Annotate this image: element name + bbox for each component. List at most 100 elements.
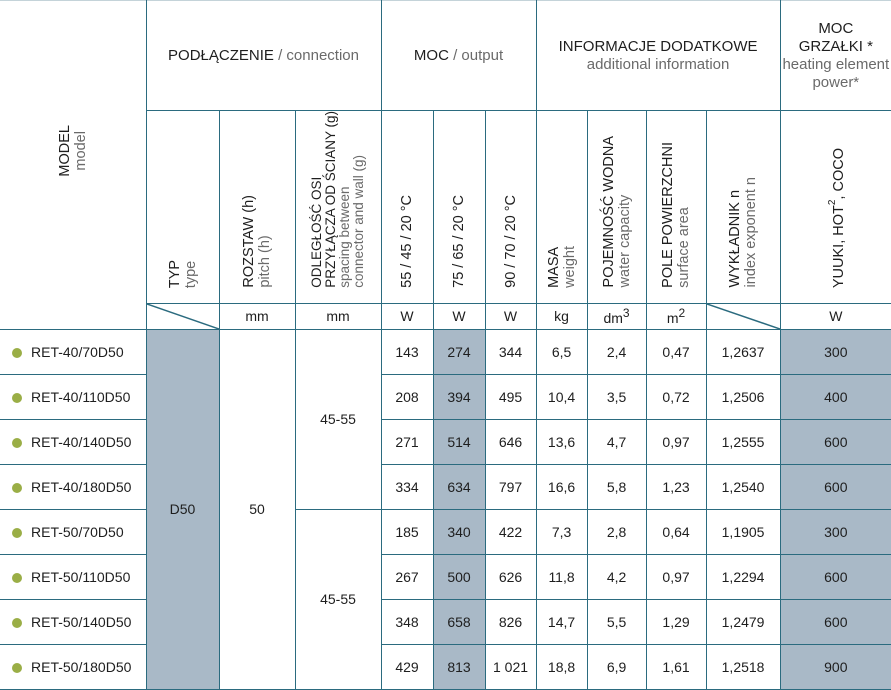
grzalka-cell: 900 xyxy=(779,643,891,690)
p90-cell: 495 xyxy=(484,373,537,420)
unit-odleglosc: mm xyxy=(294,302,382,330)
model-cell: RET-50/110D50 xyxy=(0,553,147,600)
p55-cell: 185 xyxy=(380,508,434,555)
p55-cell: 208 xyxy=(380,373,434,420)
pojemnosc-cell: 2,8 xyxy=(586,508,647,555)
pole-cell: 0,97 xyxy=(645,553,707,600)
p55-cell: 267 xyxy=(380,553,434,600)
bullet-icon xyxy=(12,662,22,673)
table-row: RET-40/110D50 208 394 495 10,4 3,5 0,72 1,2506 4… xyxy=(0,373,891,420)
header-model-pl: MODEL xyxy=(56,124,73,177)
pole-cell: 0,47 xyxy=(645,328,707,375)
header-model-en: model xyxy=(72,130,89,171)
col-pole: POLE POWIERZCHNI surface area xyxy=(645,110,707,304)
col-p55: 55 / 45 / 20 °C xyxy=(380,110,434,304)
typ-unit-diagonal xyxy=(145,302,220,330)
unit-pojemnosc: dm3 xyxy=(586,302,647,330)
col-wykladnik: WYKŁADNIK n index exponent n xyxy=(705,110,781,304)
pojemnosc-cell: 5,8 xyxy=(586,463,647,510)
masa-cell: 13,6 xyxy=(535,418,588,465)
table-row: RET-40/140D50 271 514 646 13,6 4,7 0,97 1,2555 6… xyxy=(0,418,891,465)
table-row: RET-40/70D50 D50 50 45-55 143 274 344 6,5 2,4 0,4… xyxy=(0,328,891,690)
unit-p90: W xyxy=(484,302,537,330)
masa-cell: 11,8 xyxy=(535,553,588,600)
grzalka-cell: 300 xyxy=(779,508,891,555)
pojemnosc-cell: 6,9 xyxy=(586,643,647,690)
odleglosc-cell: 45-55 xyxy=(294,508,382,690)
grzalka-cell: 600 xyxy=(779,463,891,510)
p55-cell: 271 xyxy=(380,418,434,465)
table-row: RET-50/70D50 45-55 185 340 422 7,3 2,8 0,64 1,19… xyxy=(0,508,891,690)
table-row: RET-50/140D50 348 658 826 14,7 5,5 1,29 1,2479 6… xyxy=(0,598,891,645)
col-odleglosc: ODLEGŁOŚĆ OSI PRZYŁĄCZA OD ŚCIANY (g) spac… xyxy=(294,110,382,304)
unit-p55: W xyxy=(380,302,434,330)
grzalka-cell: 600 xyxy=(779,553,891,600)
p75-cell: 514 xyxy=(432,418,486,465)
pole-cell: 0,72 xyxy=(645,373,707,420)
pojemnosc-cell: 5,5 xyxy=(586,598,647,645)
model-cell: RET-40/140D50 xyxy=(0,418,147,465)
bullet-icon xyxy=(12,347,22,358)
bullet-icon xyxy=(12,572,22,583)
p75-cell: 340 xyxy=(432,508,486,555)
rozstaw-cell: 50 xyxy=(218,328,296,690)
col-typ: TYP type xyxy=(145,110,220,304)
masa-cell: 16,6 xyxy=(535,463,588,510)
wykladnik-cell: 1,2294 xyxy=(705,553,781,600)
p90-cell: 826 xyxy=(484,598,537,645)
p75-cell: 274 xyxy=(432,328,486,375)
table-row: RET-50/110D50 267 500 626 11,8 4,2 0,97 1,2294 6… xyxy=(0,553,891,600)
odleglosc-cell: 45-55 xyxy=(294,328,382,510)
wykladnik-cell: 1,2479 xyxy=(705,598,781,645)
p90-cell: 344 xyxy=(484,328,537,375)
pole-cell: 1,61 xyxy=(645,643,707,690)
p90-cell: 1 021 xyxy=(484,643,537,690)
pole-cell: 1,29 xyxy=(645,598,707,645)
col-pojemnosc: POJEMNOŚĆ WODNA water capacity xyxy=(586,110,647,304)
col-p90: 90 / 70 / 20 °C xyxy=(484,110,537,304)
col-grzalka: YUUKI, HOT2, COCO xyxy=(779,110,891,304)
grzalka-cell: 400 xyxy=(779,373,891,420)
p90-cell: 422 xyxy=(484,508,537,555)
wykladnik-cell: 1,2506 xyxy=(705,373,781,420)
unit-rozstaw: mm xyxy=(218,302,296,330)
col-p75: 75 / 65 / 20 °C xyxy=(432,110,486,304)
masa-cell: 18,8 xyxy=(535,643,588,690)
table-row: RET-40/180D50 334 634 797 16,6 5,8 1,23 1,2540 6… xyxy=(0,463,891,510)
wykladnik-cell: 1,1905 xyxy=(705,508,781,555)
p55-cell: 429 xyxy=(380,643,434,690)
header-output: MOC / output xyxy=(380,0,537,111)
bullet-icon xyxy=(12,437,22,448)
p90-cell: 646 xyxy=(484,418,537,465)
p90-cell: 626 xyxy=(484,553,537,600)
typ-cell: D50 xyxy=(145,328,220,690)
model-cell: RET-50/140D50 xyxy=(0,598,147,645)
pole-cell: 0,64 xyxy=(645,508,707,555)
p75-cell: 813 xyxy=(432,643,486,690)
col-rozstaw: ROZSTAW (h) pitch (h) xyxy=(218,110,296,304)
unit-masa: kg xyxy=(535,302,588,330)
bullet-icon xyxy=(12,482,22,493)
table-row: RET-50/180D50 429 813 1 021 18,8 6,9 1,61 1,251… xyxy=(0,643,891,690)
model-cell: RET-40/180D50 xyxy=(0,463,147,510)
pole-cell: 0,97 xyxy=(645,418,707,465)
wykladnik-cell: 1,2555 xyxy=(705,418,781,465)
grzalka-cell: 300 xyxy=(779,328,891,375)
bullet-icon xyxy=(12,392,22,403)
wykladnik-cell: 1,2518 xyxy=(705,643,781,690)
header-additional: INFORMACJE DODATKOWE additional informati… xyxy=(535,0,781,111)
p55-cell: 334 xyxy=(380,463,434,510)
model-cell: RET-50/180D50 xyxy=(0,643,147,690)
model-cell: RET-40/70D50 xyxy=(0,328,147,375)
header-model: MODEL model xyxy=(0,0,147,304)
wykladnik-cell: 1,2637 xyxy=(705,328,781,375)
masa-cell: 10,4 xyxy=(535,373,588,420)
p75-cell: 500 xyxy=(432,553,486,600)
col-masa: MASA weight xyxy=(535,110,588,304)
bullet-icon xyxy=(12,527,22,538)
pojemnosc-cell: 4,2 xyxy=(586,553,647,600)
model-cell: RET-50/70D50 xyxy=(0,508,147,555)
pole-cell: 1,23 xyxy=(645,463,707,510)
model-unit-blank xyxy=(0,303,147,330)
